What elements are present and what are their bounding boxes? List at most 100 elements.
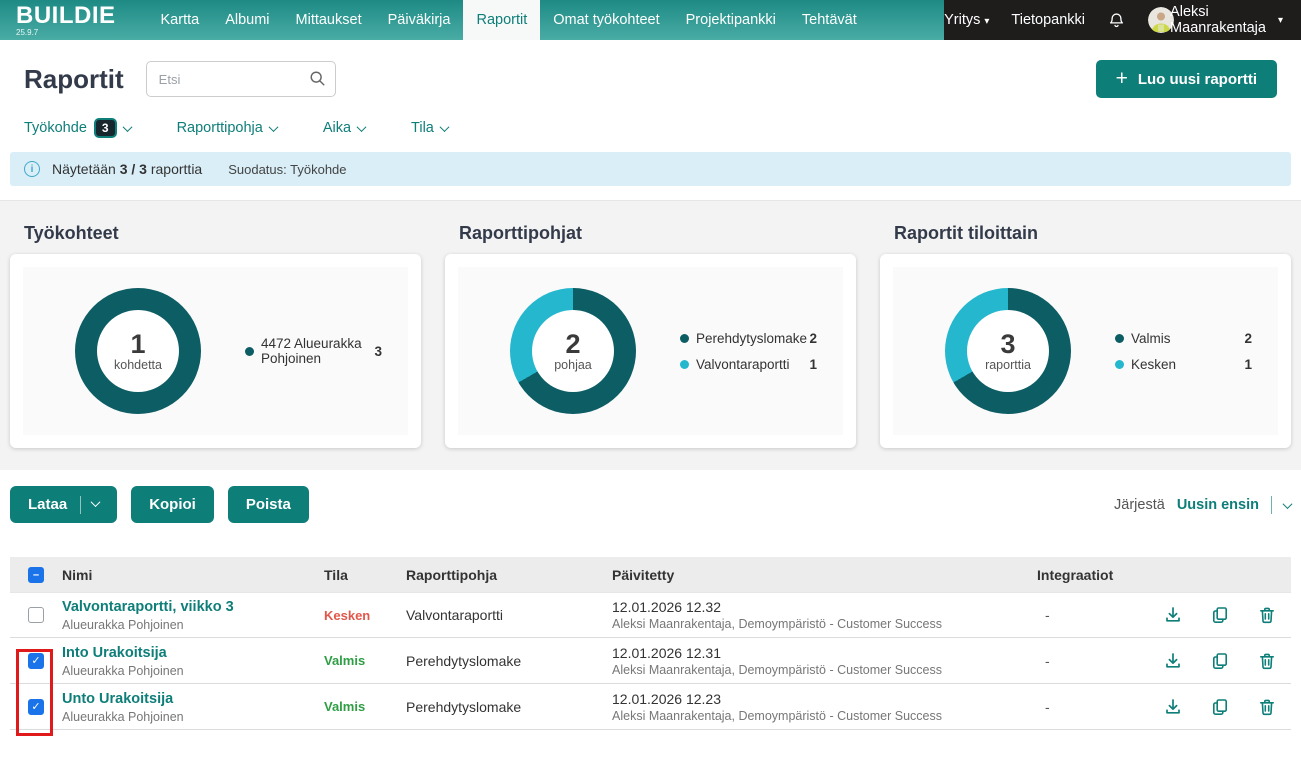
nav-item-päiväkirja[interactable]: Päiväkirja [375,0,464,40]
legend-color-dot [680,334,689,343]
sort-label: Järjestä [1114,497,1165,513]
filter-tyokohde[interactable]: Työkohde 3 [24,118,131,138]
chart-legend: 4472 Alueurakka Pohjoinen 3 [245,336,382,366]
legend-label: Valmis [1131,331,1244,346]
create-report-label: Luo uusi raportti [1138,71,1257,88]
row-checkbox[interactable]: ✓ [28,653,44,669]
legend-item: Valmis 2 [1115,331,1252,346]
legend-value: 2 [1244,331,1252,346]
chart-card-body: 1 kohdetta 4472 Alueurakka Pohjoinen 3 [10,254,421,448]
legend-item: Perehdytyslomake 2 [680,331,817,346]
legend-label: Valvontaraportti [696,357,809,372]
nav-item-raportit[interactable]: Raportit [463,0,540,40]
copy-icon[interactable] [1210,605,1230,625]
top-navbar: BUILDIE 25.9.7 KarttaAlbumiMittauksetPäi… [0,0,1301,40]
filter-tila[interactable]: Tila [411,120,448,136]
create-report-button[interactable]: + Luo uusi raportti [1096,60,1277,98]
legend-value: 2 [809,331,817,346]
user-menu[interactable]: Aleksi Maanrakentaja ▾ [1148,4,1283,36]
trash-icon[interactable] [1257,605,1277,625]
download-button[interactable]: Lataa [10,486,117,523]
donut-center-label: kohdetta [114,358,162,372]
chart-card-body: 2 pohjaa Perehdytyslomake 2 Valvontarapo… [445,254,856,448]
sort-divider [1271,496,1272,514]
download-icon[interactable] [1163,697,1183,717]
page-header: Raportit + Luo uusi raportti Työkohde 3 … [0,40,1301,201]
page-title: Raportit [24,64,124,95]
download-label: Lataa [28,496,67,513]
report-template: Valvontaraportti [406,607,612,623]
donut-center-label: raporttia [985,358,1031,372]
chart-legend: Valmis 2 Kesken 1 [1115,331,1252,372]
nav-item-albumi[interactable]: Albumi [212,0,282,40]
charts-section: Työkohteet 1 kohdetta 4472 Alueurakka Po… [0,201,1301,470]
chart-card: Raportit tiloittain 3 raporttia Valmis 2… [880,223,1291,448]
donut-center: 1 kohdetta [97,310,179,392]
chevron-down-icon[interactable] [91,497,101,507]
filter-aika[interactable]: Aika [323,120,365,136]
report-name-link[interactable]: Into Urakoitsija [62,645,167,661]
donut-center-value: 3 [1000,330,1015,358]
header-integraatiot: Integraatiot [1037,567,1159,583]
donut-chart: 2 pohjaa [510,288,636,414]
report-updated-date: 12.01.2026 12.32 [612,599,1037,615]
report-integrations: - [1037,699,1159,715]
filter-raporttipohja[interactable]: Raporttipohja [177,120,277,136]
notifications-bell-icon[interactable] [1107,11,1126,30]
chevron-down-icon[interactable] [1284,500,1291,509]
copy-icon[interactable] [1210,651,1230,671]
report-name-link[interactable]: Valvontaraportti, viikko 3 [62,599,234,615]
report-site: Alueurakka Pohjoinen [62,710,324,724]
banner-prefix: Näytetään [52,161,116,177]
nav-item-projektipankki[interactable]: Projektipankki [673,0,789,40]
copy-button[interactable]: Kopioi [131,486,214,523]
info-icon: i [24,161,40,177]
chevron-down-icon [439,122,449,132]
nav-item-omat-työkohteet[interactable]: Omat työkohteet [540,0,672,40]
report-integrations: - [1037,607,1159,623]
info-banner: i Näytetään 3 / 3 raporttia Suodatus: Ty… [10,152,1291,186]
company-menu[interactable]: Yritys▾ [944,12,989,28]
report-updated-date: 12.01.2026 12.23 [612,691,1037,707]
download-icon[interactable] [1163,605,1183,625]
report-updated-by: Aleksi Maanrakentaja, Demoympäristö - Cu… [612,709,1037,723]
report-site: Alueurakka Pohjoinen [62,618,324,632]
report-template: Perehdytyslomake [406,699,612,715]
app-logo[interactable]: BUILDIE 25.9.7 [0,0,130,40]
chart-card: Työkohteet 1 kohdetta 4472 Alueurakka Po… [10,223,421,448]
chart-card: Raporttipohjat 2 pohjaa Perehdytyslomake… [445,223,856,448]
search-box [146,61,336,97]
nav-item-mittaukset[interactable]: Mittaukset [283,0,375,40]
results-count-text: Näytetään 3 / 3 raporttia [52,161,202,177]
donut-center-value: 1 [130,330,145,358]
chart-legend: Perehdytyslomake 2 Valvontaraportti 1 [680,331,817,372]
knowledge-base-link[interactable]: Tietopankki [1011,12,1085,28]
copy-icon[interactable] [1210,697,1230,717]
row-checkbox[interactable] [28,607,44,623]
navbar-right-section: Yritys▾ Tietopankki Aleksi Maanrakentaja… [944,0,1301,40]
trash-icon[interactable] [1257,697,1277,717]
report-status: Valmis [324,653,406,668]
header-nimi: Nimi [62,567,324,583]
filter-label: Työkohde [24,120,87,136]
report-template: Perehdytyslomake [406,653,612,669]
sort-selected-value[interactable]: Uusin ensin [1177,497,1259,513]
download-icon[interactable] [1163,651,1183,671]
company-menu-label: Yritys [944,12,980,28]
report-name-link[interactable]: Unto Urakoitsija [62,691,173,707]
button-divider [80,496,81,514]
legend-color-dot [1115,360,1124,369]
report-status: Valmis [324,699,406,714]
nav-item-tehtävät[interactable]: Tehtävät [789,0,870,40]
user-name: Aleksi Maanrakentaja [1170,4,1266,36]
delete-button[interactable]: Poista [228,486,309,523]
chart-card-title: Työkohteet [24,223,419,244]
bulk-actions-bar: Lataa Kopioi Poista Järjestä Uusin ensin [0,470,1301,537]
sort-control: Järjestä Uusin ensin [1114,496,1291,514]
nav-item-kartta[interactable]: Kartta [148,0,213,40]
select-all-checkbox[interactable]: – [28,567,44,583]
search-icon[interactable] [308,69,327,93]
report-updated-by: Aleksi Maanrakentaja, Demoympäristö - Cu… [612,617,1037,631]
trash-icon[interactable] [1257,651,1277,671]
row-checkbox[interactable]: ✓ [28,699,44,715]
